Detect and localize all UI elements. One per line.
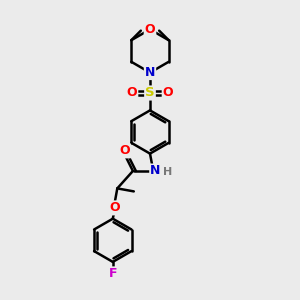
Text: O: O — [145, 23, 155, 36]
Text: H: H — [163, 167, 172, 177]
Text: O: O — [127, 86, 137, 100]
Text: S: S — [145, 86, 155, 100]
Text: N: N — [145, 66, 155, 79]
Text: O: O — [119, 144, 130, 158]
Text: N: N — [150, 164, 161, 178]
Text: O: O — [163, 86, 173, 100]
Text: F: F — [109, 267, 117, 280]
Text: O: O — [109, 201, 120, 214]
